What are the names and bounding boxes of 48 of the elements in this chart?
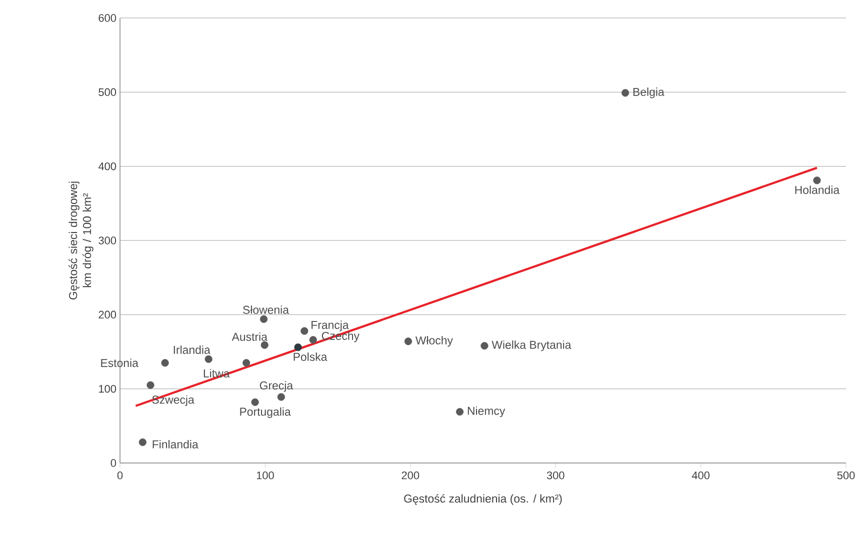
annotation: Belgia xyxy=(633,88,664,98)
annotation: Portugalia xyxy=(240,407,291,418)
point xyxy=(404,338,412,346)
x-tick-label: 100 xyxy=(256,472,274,480)
annotation: Austria xyxy=(232,332,268,341)
point xyxy=(251,398,259,406)
annotation: Szwecja xyxy=(152,395,194,406)
point xyxy=(300,327,308,335)
y-tick-label: 200 xyxy=(98,310,116,319)
point xyxy=(138,438,146,446)
point xyxy=(294,343,302,352)
point xyxy=(260,315,268,323)
point xyxy=(480,342,488,350)
point xyxy=(204,355,212,363)
y-tick-label: 100 xyxy=(99,384,116,393)
y-tick-label: 0 xyxy=(110,459,116,467)
annotation: Irlandia xyxy=(174,346,210,354)
x-tick-label: 300 xyxy=(546,472,564,480)
point xyxy=(161,359,169,367)
x-tick-label: 500 xyxy=(837,472,855,480)
annotation: Estonia xyxy=(101,358,138,368)
point xyxy=(813,176,821,184)
y-tick-label: 400 xyxy=(98,162,116,170)
annotation: Polska xyxy=(294,352,328,361)
x-tick-label: 0 xyxy=(117,472,123,480)
annotation: Słowenia xyxy=(243,305,289,314)
point xyxy=(277,393,285,401)
point xyxy=(146,381,154,389)
point xyxy=(260,341,268,349)
annotation: Niemcy xyxy=(468,406,506,418)
annotation: Francja xyxy=(312,320,349,332)
annotation: Włochy xyxy=(415,336,453,347)
point xyxy=(622,89,630,97)
annotation: Litwa xyxy=(204,369,230,378)
annotation: Holandia xyxy=(795,186,840,194)
y-tick-label: 300 xyxy=(98,236,116,244)
annotation: Wielka Brytania xyxy=(492,340,572,352)
x-tick-label: 200 xyxy=(402,472,420,480)
annotation: Finlandia xyxy=(152,440,198,448)
y-axis-title: Gęstość sieci drogowej km dróg / 100 km² xyxy=(68,182,94,300)
point xyxy=(242,359,250,367)
annotation: Grecja xyxy=(260,381,294,392)
y-tick-label: 500 xyxy=(98,88,116,96)
point xyxy=(456,408,464,416)
x-axis-title: Gęstość zaludnienia (os. / km²) xyxy=(404,494,562,505)
point xyxy=(309,336,317,344)
y-tick-label: 600 xyxy=(98,14,116,22)
x-tick-label: 400 xyxy=(692,472,710,480)
